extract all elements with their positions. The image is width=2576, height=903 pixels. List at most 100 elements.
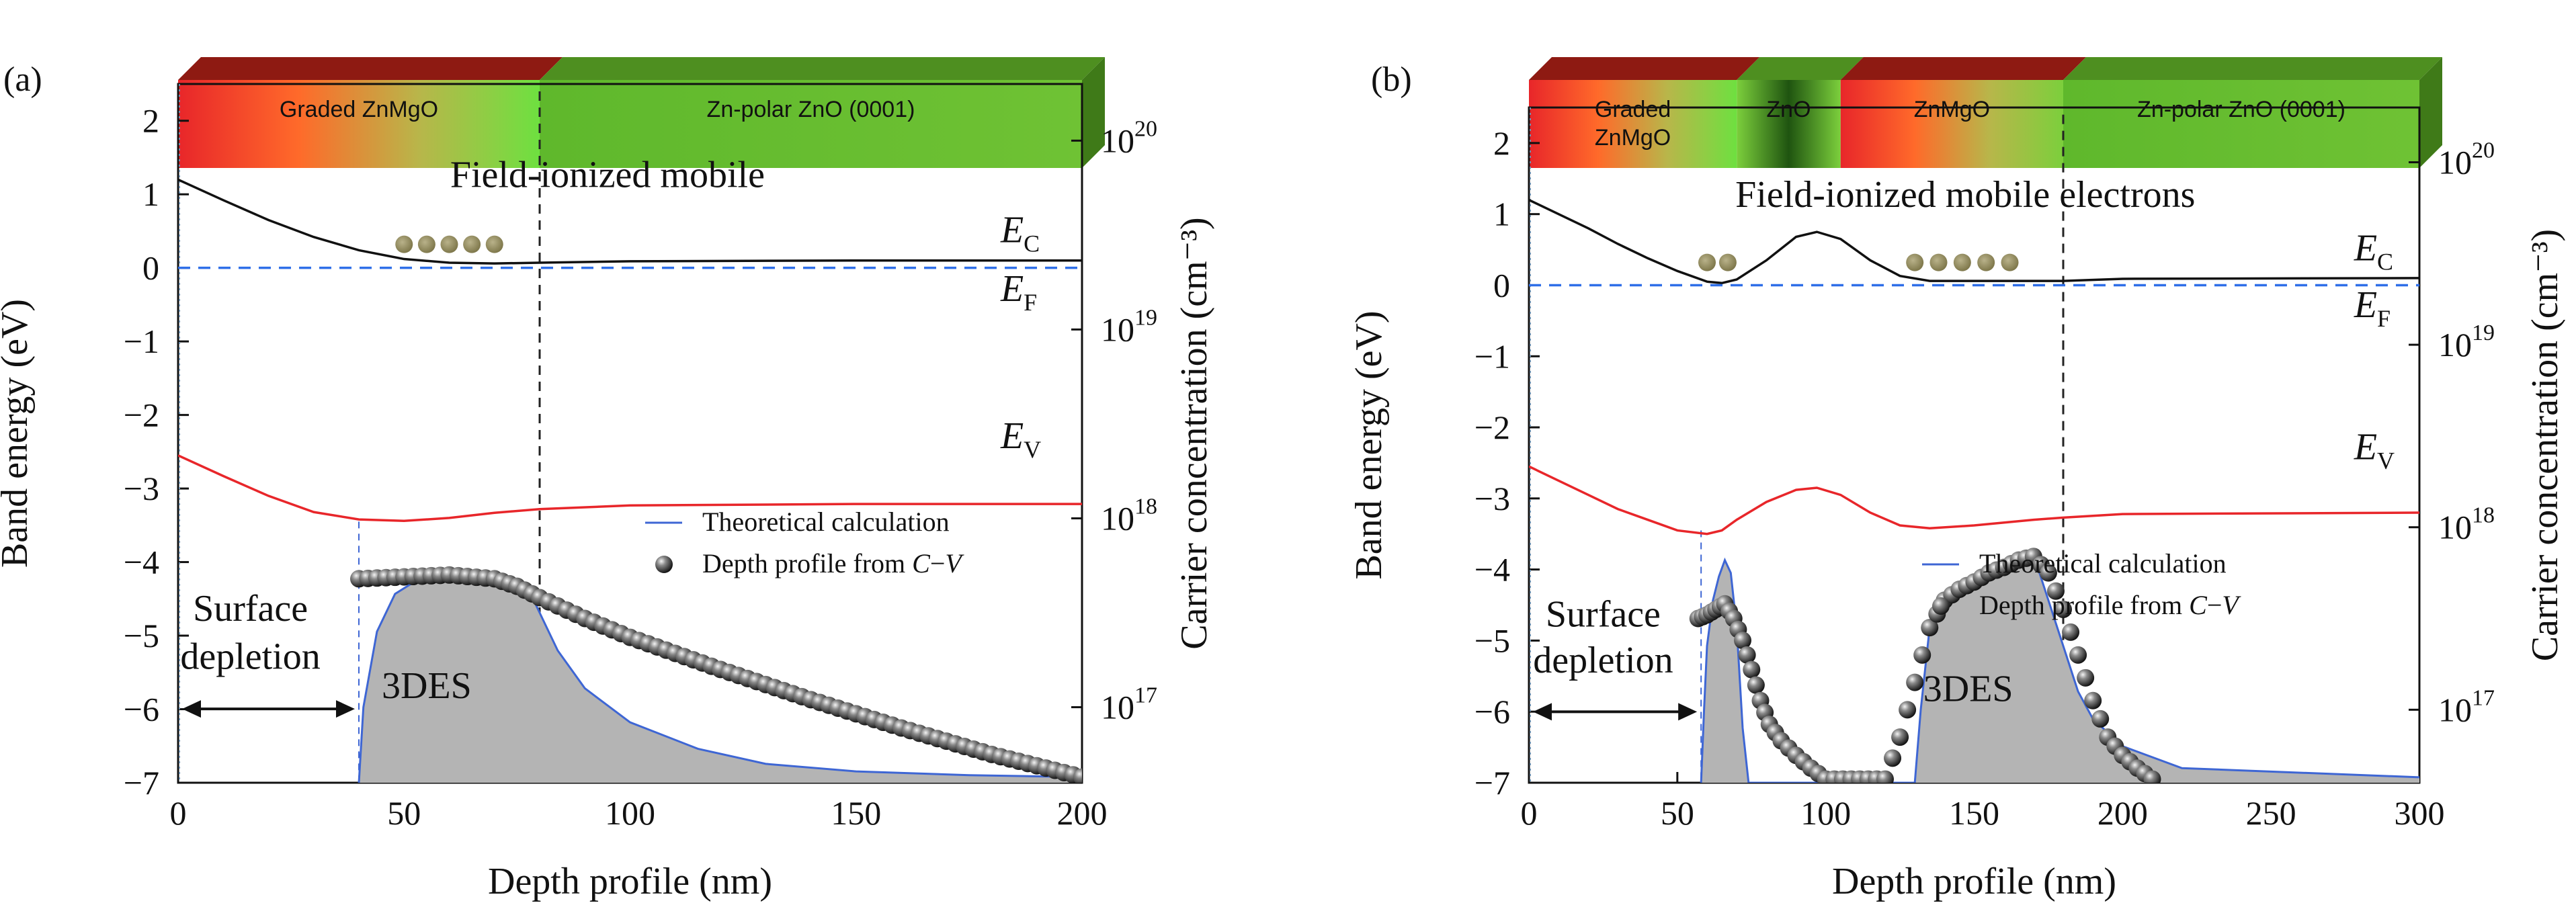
layer-label: Graded	[1595, 97, 1671, 122]
x-axis-title: Depth profile (nm)	[1832, 861, 2116, 902]
left-y-tick-label: 1	[142, 175, 159, 213]
band-label-c: EC	[1000, 209, 1040, 257]
theory-fill	[359, 578, 1082, 783]
cv-data-point	[1876, 770, 1894, 783]
panel-label: (a)	[3, 60, 42, 99]
left-y-tick-label: −2	[124, 396, 159, 434]
tick-base: 10	[1101, 310, 1134, 348]
layer-label: Zn-polar ZnO (0001)	[707, 97, 915, 122]
legend-label-part: C	[912, 548, 931, 578]
cv-data-point	[1921, 619, 1939, 637]
left-y-tick-label: −3	[124, 470, 159, 507]
cv-data-point	[1747, 676, 1765, 694]
band-label-c: EC	[2354, 227, 2393, 275]
panel-b: (b) Graded ZnMgO ZnO ZnMgO Zn-polar ZnO (0001…	[1348, 57, 2566, 902]
tick-exponent: 20	[2472, 138, 2495, 163]
tick-exponent: 18	[2472, 503, 2495, 528]
layer-label: Graded ZnMgO	[280, 97, 438, 122]
legend-label-cv: Depth profile from C−V	[1979, 590, 2241, 620]
right-y-axis-title: Carrier concentration (cm⁻³)	[2524, 229, 2566, 661]
tick-exponent: 17	[1134, 683, 1157, 708]
legend-label-cv: Depth profile from C−V	[702, 548, 964, 578]
depletion-arrow-head-right	[1678, 703, 1698, 721]
legend-label-part: V	[2222, 590, 2241, 620]
left-y-tick-label: −2	[1474, 408, 1510, 446]
mobile-electron	[463, 235, 481, 253]
legend-label-part: −	[930, 548, 946, 578]
legend-sphere-swatch	[1932, 597, 1950, 615]
annotation: Surface	[193, 588, 308, 630]
left-y-tick-label: −1	[1474, 337, 1510, 375]
layer-front-face	[1737, 80, 1841, 168]
depletion-arrow-head-left	[182, 700, 201, 718]
left-y-axis-title: Band energy (eV)	[1348, 310, 1390, 579]
tick-exponent: 19	[1134, 305, 1157, 330]
legend-label-theory: Theoretical calculation	[702, 507, 950, 537]
right-y-tick-label: 1018	[1101, 494, 1157, 537]
left-y-axis-title: Band energy (eV)	[0, 299, 36, 568]
mobile-electron	[440, 235, 458, 253]
mobile-electron	[2001, 253, 2019, 271]
right-y-tick-label: 1017	[1101, 683, 1157, 726]
layer-side-face	[1082, 57, 1105, 168]
layer-label: ZnMgO	[1914, 97, 1990, 122]
cv-profile-series	[1689, 548, 2161, 783]
mobile-electron	[1953, 253, 1971, 271]
depletion-arrow-head-right	[336, 700, 355, 718]
x-axis: 0 50 100 150 200 250 300	[1521, 772, 2445, 832]
layer-top-face	[178, 57, 563, 80]
mobile-electron	[417, 235, 435, 253]
right-y-tick-label: 1019	[2438, 320, 2495, 363]
annotation: Field-ionized mobile	[450, 154, 765, 196]
layer-top-face	[1840, 57, 2086, 80]
mobile-electron	[395, 235, 413, 253]
left-y-tick-label: −5	[1474, 621, 1510, 659]
left-y-tick-label: −5	[124, 617, 159, 654]
tick-base: 10	[1101, 689, 1134, 726]
band-label-main: E	[1000, 415, 1024, 457]
legend-sphere-swatch	[655, 556, 673, 573]
band-label-f: EF	[1000, 268, 1037, 316]
mobile-electron	[485, 235, 503, 253]
x-tick-label: 50	[387, 794, 421, 832]
cv-data-point	[2069, 646, 2087, 664]
depletion-arrow-head-left	[1533, 703, 1552, 721]
panel-label: (b)	[1371, 60, 1412, 99]
left-y-tick-label: 2	[1493, 124, 1510, 162]
tick-base: 10	[2438, 691, 2472, 728]
right-y-tick-label: 1017	[2438, 685, 2495, 728]
cv-data-point	[2039, 564, 2057, 582]
cv-data-point	[1906, 673, 1924, 691]
band-label-sub: V	[2377, 447, 2395, 474]
legend-label-part: Depth profile from	[1979, 590, 2189, 620]
x-tick-label: 100	[1800, 794, 1851, 832]
left-y-tick-label: −6	[1474, 693, 1510, 730]
cv-data-point	[1899, 701, 1917, 719]
band-label-main: E	[2354, 227, 2377, 269]
cv-data-point	[1073, 768, 1082, 783]
tick-base: 10	[1101, 499, 1134, 537]
band-label-main: E	[1000, 268, 1024, 310]
mobile-electron	[1906, 253, 1924, 271]
band-label-sub: V	[1024, 436, 1041, 463]
panel-a: (a)Graded ZnMgO Zn-polar ZnO (0001)0 50 100…	[0, 57, 1215, 902]
right-y-tick-label: 1018	[2438, 503, 2495, 546]
right-y-tick-label: 1020	[1101, 116, 1157, 159]
left-y-tick-label: 1	[1493, 196, 1510, 233]
mobile-electron	[1929, 253, 1948, 271]
x-tick-label: 0	[170, 794, 187, 832]
annotation: 3DES	[382, 665, 472, 707]
x-axis-title: Depth profile (nm)	[488, 861, 772, 902]
x-tick-label: 300	[2395, 794, 2445, 832]
left-y-tick-label: −1	[124, 322, 159, 360]
left-y-tick-label: 0	[1493, 266, 1510, 304]
cv-data-point	[2046, 582, 2065, 600]
right-y-tick-label: 1019	[1101, 305, 1157, 348]
layer-front-face	[540, 80, 1082, 168]
layer-structure: Graded ZnMgO ZnO ZnMgO Zn-polar ZnO (0001)	[1529, 57, 2442, 168]
band-label-sub: C	[1024, 230, 1040, 257]
band-label-sub: F	[2377, 305, 2391, 332]
legend-label-part: C	[2189, 590, 2208, 620]
mobile-electron	[1977, 253, 1995, 271]
